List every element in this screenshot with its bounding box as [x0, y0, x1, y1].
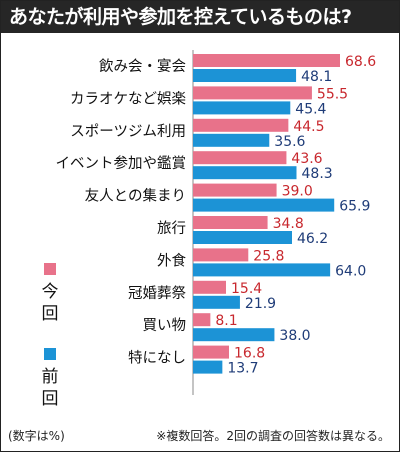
- category-label: イベント参加や鑑賞: [56, 155, 187, 172]
- bar-current: [193, 151, 287, 165]
- bar-current: [193, 280, 226, 294]
- bar-previous: [193, 69, 297, 82]
- bar-current: [193, 248, 249, 262]
- value-label-current: 34.8: [273, 216, 304, 232]
- category-label: スポーツジム利用: [70, 123, 186, 140]
- bar-previous: [193, 328, 275, 342]
- bar-previous: [193, 101, 291, 115]
- category-label: 冠婚葬祭: [128, 285, 186, 302]
- bar-previous: [193, 263, 331, 277]
- legend-current-swatch: [44, 263, 56, 275]
- category-label: 買い物: [143, 317, 187, 334]
- value-label-previous: 48.3: [302, 166, 333, 182]
- value-label-previous: 13.7: [227, 361, 258, 377]
- bar-previous: [193, 231, 292, 244]
- bar-current: [193, 54, 340, 67]
- bar-current: [193, 345, 229, 359]
- category-label: カラオケなど娯楽: [70, 90, 186, 107]
- bar-current: [193, 313, 211, 327]
- bar-current: [193, 216, 268, 229]
- bar-previous: [193, 360, 223, 374]
- category-label: 特になし: [128, 350, 186, 367]
- bar-previous: [193, 133, 270, 147]
- value-label-previous: 45.4: [295, 101, 326, 117]
- legend-current-label: 回: [42, 304, 59, 324]
- bar-previous: [193, 198, 335, 212]
- value-label-current: 68.6: [345, 54, 376, 70]
- value-label-previous: 46.2: [297, 231, 328, 247]
- value-label-current: 15.4: [231, 281, 262, 297]
- value-label-current: 39.0: [282, 184, 313, 200]
- legend-previous-label: 回: [42, 389, 59, 409]
- value-label-previous: 35.6: [274, 134, 305, 150]
- category-label: 友人との集まり: [85, 188, 186, 205]
- value-label-current: 16.8: [234, 346, 265, 362]
- value-label-current: 8.1: [215, 313, 237, 329]
- bar-current: [193, 118, 289, 132]
- unit-note: (数字は%): [8, 429, 65, 443]
- legend-previous-label: 前: [42, 367, 59, 387]
- bar-previous: [193, 295, 240, 309]
- legend-previous-swatch: [44, 348, 56, 360]
- value-label-current: 43.6: [291, 151, 322, 167]
- category-label: 外食: [157, 252, 186, 269]
- value-label-current: 55.5: [317, 86, 348, 102]
- legend-current-label: 今: [42, 282, 59, 302]
- bar-current: [193, 183, 277, 197]
- value-label-current: 44.5: [293, 119, 324, 135]
- bar-current: [193, 86, 312, 100]
- value-label-previous: 65.9: [339, 199, 370, 215]
- value-label-previous: 48.1: [301, 69, 332, 85]
- value-label-current: 25.8: [253, 248, 284, 264]
- value-label-previous: 21.9: [245, 296, 276, 312]
- category-label: 飲み会・宴会: [99, 57, 186, 75]
- bar-previous: [193, 166, 297, 180]
- chart-title: あなたが利用や参加を控えているものは?: [1, 1, 399, 33]
- survey-note: ※複数回答。2回の調査の回答数は異なる。: [156, 429, 390, 443]
- category-label: 旅行: [157, 220, 186, 237]
- value-label-previous: 64.0: [335, 263, 366, 279]
- value-label-previous: 38.0: [279, 328, 310, 344]
